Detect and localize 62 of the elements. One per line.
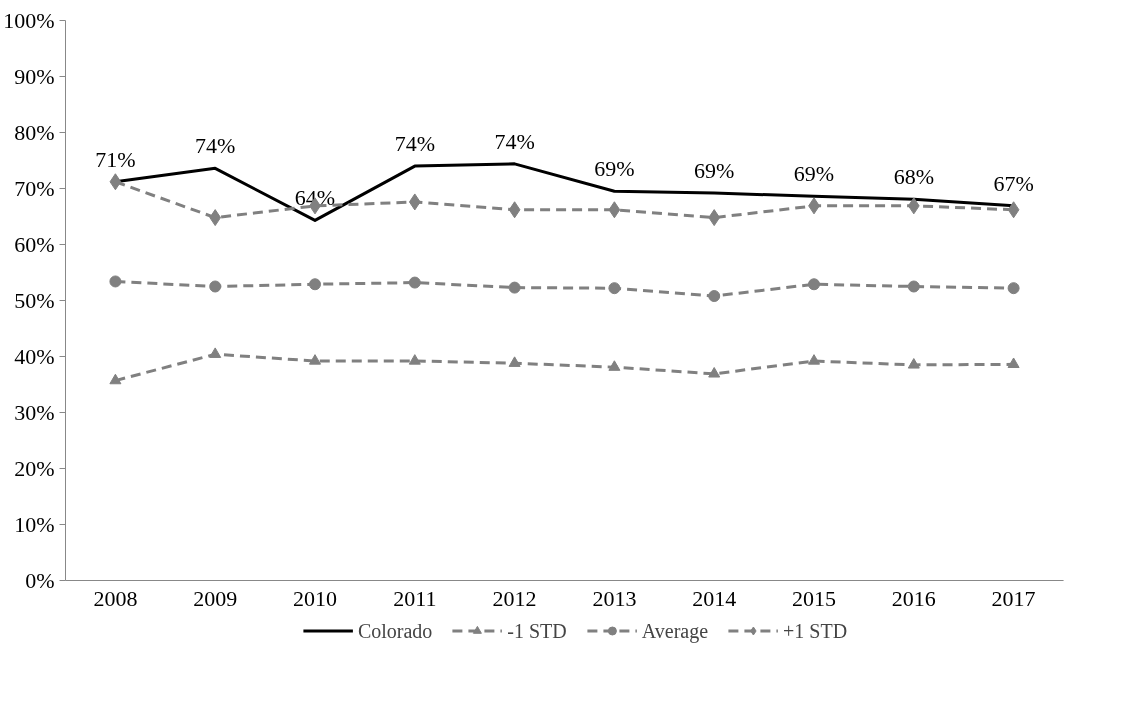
- x-tick-label: 2008: [93, 585, 138, 611]
- x-tick-label: 2012: [492, 585, 537, 611]
- x-tick-label: 2010: [293, 585, 337, 611]
- point: [608, 201, 621, 219]
- point: [309, 278, 321, 291]
- data-label: 67%: [993, 170, 1034, 196]
- y-tick-label: 20%: [14, 456, 55, 481]
- point: [808, 278, 820, 291]
- y-tick-label: 60%: [14, 232, 55, 257]
- point: [209, 280, 222, 293]
- y-tick-label: 100%: [3, 8, 55, 33]
- y-tick-label: 0%: [25, 568, 55, 593]
- point: [109, 275, 122, 288]
- data-label: 69%: [594, 156, 635, 182]
- data-label: 68%: [893, 164, 934, 190]
- legend-label: Average: [641, 619, 709, 642]
- point: [1007, 201, 1020, 219]
- legend-label: +1 STD: [783, 619, 848, 642]
- point: [1007, 357, 1020, 369]
- data-label: 69%: [694, 157, 735, 183]
- y-tick-label: 10%: [14, 512, 55, 537]
- point: [508, 356, 521, 367]
- point: [608, 360, 621, 371]
- point: [907, 197, 920, 215]
- x-tick-label: 2017: [991, 585, 1036, 611]
- point: [508, 281, 521, 294]
- y-tick-label: 80%: [14, 120, 55, 145]
- point: [209, 347, 222, 358]
- x-tick-label: 2013: [592, 585, 637, 611]
- x-tick-label: 2014: [692, 585, 737, 611]
- data-label: 69%: [793, 161, 835, 187]
- legend-label: Colorado: [357, 619, 433, 642]
- point: [508, 201, 521, 219]
- y-tick-label: 30%: [14, 400, 55, 425]
- point: [408, 354, 421, 365]
- x-tick-label: 2016: [891, 585, 936, 611]
- data-label: 74%: [195, 133, 236, 159]
- x-tick-label: 2015: [792, 585, 836, 611]
- data-label: 74%: [494, 128, 535, 154]
- point: [708, 209, 721, 227]
- y-tick-label: 90%: [14, 64, 55, 89]
- point: [408, 193, 421, 211]
- point: [708, 290, 721, 303]
- point: [309, 354, 321, 365]
- point: [408, 276, 421, 289]
- point: [1007, 282, 1020, 295]
- y-tick-label: 70%: [14, 176, 55, 201]
- point: [109, 373, 122, 385]
- x-tick-label: 2009: [193, 585, 238, 611]
- data-label: 74%: [394, 131, 435, 157]
- x-tick-label: 2011: [393, 585, 437, 611]
- point: [808, 354, 820, 365]
- point: [907, 358, 920, 369]
- point: [209, 209, 222, 227]
- data-label: 71%: [95, 146, 136, 172]
- y-tick-label: 50%: [14, 288, 55, 313]
- point: [608, 282, 621, 295]
- point: [907, 280, 920, 293]
- point: [109, 173, 122, 191]
- legend-label: -1 STD: [507, 619, 567, 642]
- y-tick-label: 40%: [14, 344, 55, 369]
- point: [708, 367, 721, 378]
